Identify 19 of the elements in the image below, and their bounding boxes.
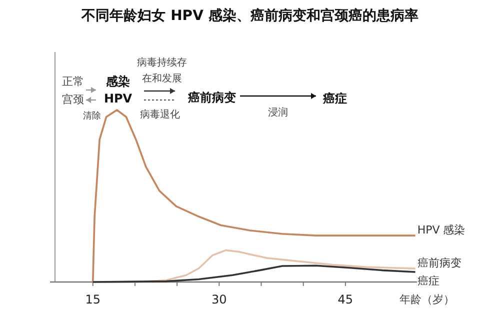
- chart-title: 不同年龄妇女 HPV 感染、癌前病变和宫颈癌的患病率: [80, 6, 418, 24]
- series-label: 癌前病变: [417, 256, 462, 270]
- text: 正常: [62, 75, 84, 88]
- series-label: HPV 感染: [417, 224, 466, 237]
- text: 感染: [105, 74, 130, 88]
- annotation: 浸润: [268, 106, 288, 119]
- x-axis-title: 年龄（岁）: [400, 293, 454, 306]
- text: 癌前病变: [187, 90, 236, 104]
- annotation: 清除: [83, 110, 101, 122]
- x-tick-label: 30: [212, 292, 227, 306]
- text: HPV: [104, 91, 133, 106]
- x-tick-label: 15: [85, 292, 101, 306]
- annotation: 病毒退化: [140, 108, 180, 121]
- text: 宫颈: [62, 93, 84, 106]
- x-tick-label: 45: [338, 292, 354, 306]
- series-label: 癌症: [417, 274, 440, 288]
- text: 病毒持续存: [137, 56, 187, 69]
- text: 在和发展: [142, 72, 182, 85]
- text: 癌症: [322, 91, 347, 106]
